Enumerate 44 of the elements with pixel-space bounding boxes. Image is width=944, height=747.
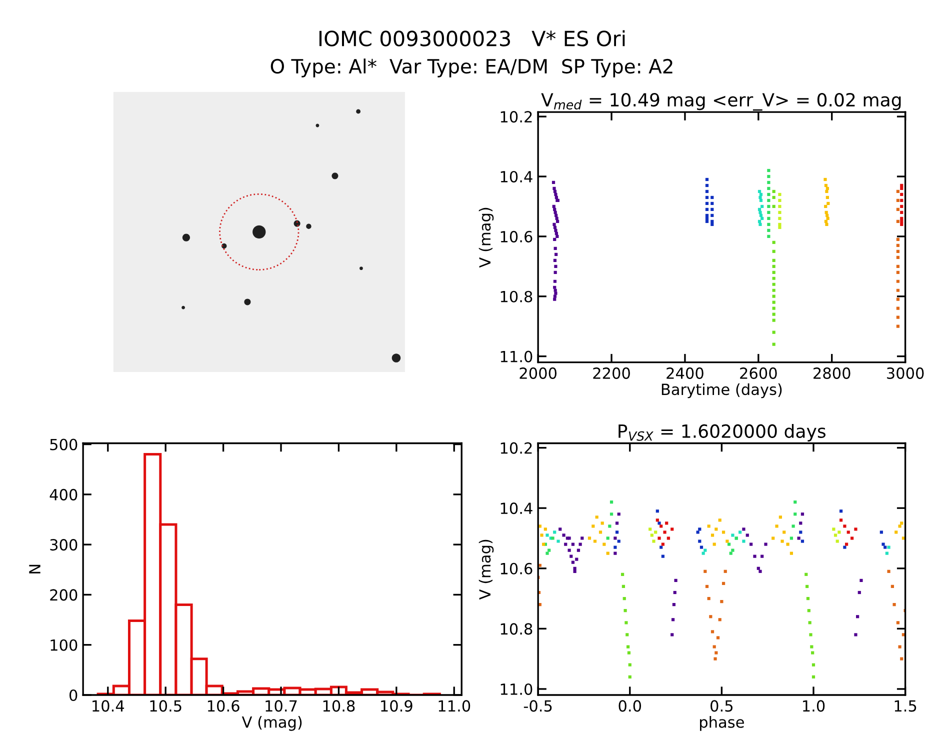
y-tick-label: 200 — [50, 589, 78, 601]
x-tick-label: -0.5 — [524, 700, 552, 712]
text: O Type: Al* Var Type: EA/DM SP Type: A2 — [270, 58, 672, 78]
x-tick-label: 10.9 — [381, 700, 412, 712]
text: IOMC 0093000023 V* ES Ori — [319, 30, 625, 46]
x-tick-label: 10.6 — [208, 700, 240, 712]
x-tick-label: 10.5 — [150, 700, 182, 712]
y-tick-label: 11.0 — [500, 683, 532, 695]
x-tick-label: 2800 — [814, 367, 850, 379]
y-tick-label: 100 — [50, 639, 78, 651]
y-tick-label: 10.4 — [500, 502, 532, 514]
x-tick-label: 10.8 — [323, 700, 355, 712]
x-tick-label: 0.0 — [618, 700, 642, 712]
y-axis-title: N — [29, 564, 40, 574]
x-tick-label: 2000 — [520, 367, 557, 379]
y-tick-label: 0 — [70, 689, 78, 702]
y-tick-label: 300 — [50, 539, 78, 551]
chart-title: V$_{med}$ = 10.49 mag <err_V> = 0.02 mag — [541, 92, 901, 111]
x-axis-title: phase — [700, 716, 744, 731]
x-axis-title: V (mag) — [242, 716, 302, 731]
x-axis-title: Barytime (days) — [662, 383, 782, 398]
x-tick-label: 2600 — [740, 367, 777, 379]
y-tick-label: 10.2 — [500, 111, 532, 123]
x-tick-label: 1.5 — [894, 700, 916, 712]
y-tick-label: 11.0 — [500, 350, 532, 362]
y-axis-title: V (mag) — [478, 208, 494, 268]
x-tick-label: 3000 — [887, 367, 924, 379]
y-tick-label: 400 — [50, 488, 78, 500]
x-tick-label: 2200 — [593, 367, 630, 379]
x-tick-label: 10.7 — [266, 700, 297, 712]
y-axis-title: V (mag) — [478, 540, 494, 600]
y-tick-label: 500 — [50, 438, 78, 450]
chart-title: P$_{VSX}$ = 1.6020000 days — [618, 424, 826, 442]
y-tick-label: 10.8 — [500, 623, 532, 635]
y-tick-label: 10.2 — [500, 442, 532, 454]
x-tick-label: 0.5 — [710, 700, 732, 712]
y-tick-label: 10.6 — [500, 230, 532, 242]
x-tick-label: 10.4 — [92, 700, 124, 712]
x-tick-label: 2400 — [666, 367, 704, 379]
x-tick-label: 11.0 — [438, 700, 470, 712]
y-tick-label: 10.4 — [500, 170, 532, 183]
x-tick-label: 1.0 — [803, 700, 825, 712]
y-tick-label: 10.8 — [500, 290, 532, 302]
y-tick-label: 10.6 — [500, 562, 532, 574]
